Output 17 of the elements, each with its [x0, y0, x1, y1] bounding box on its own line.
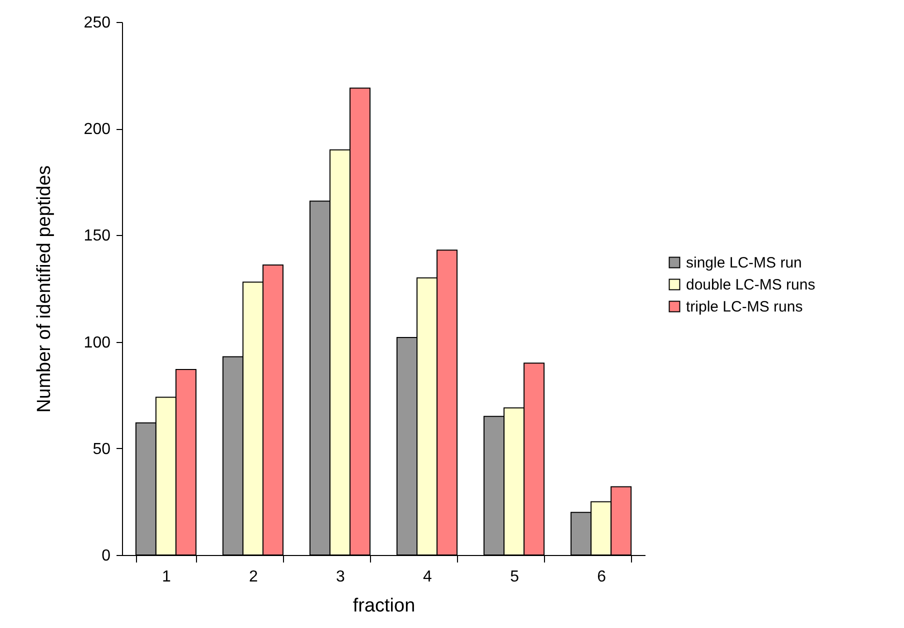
- y-tick-label: 0: [102, 548, 111, 564]
- x-tick-label: 2: [249, 568, 258, 586]
- y-axis-title: Number of identified peptides: [34, 165, 55, 413]
- y-tick-label: 250: [84, 14, 111, 32]
- legend-label: double LC-MS runs: [686, 276, 816, 294]
- x-tick-label: 6: [597, 568, 606, 586]
- x-tick-label: 4: [423, 568, 432, 586]
- legend-label: triple LC-MS runs: [686, 298, 803, 316]
- x-tick-label: 1: [162, 568, 171, 586]
- x-tick-label: 5: [510, 568, 520, 586]
- y-tick-label: 100: [84, 334, 111, 352]
- x-tick-label: 3: [336, 568, 346, 586]
- y-tick-label: 50: [92, 440, 111, 458]
- y-tick-label: 150: [84, 228, 111, 245]
- y-tick-label: 200: [84, 121, 111, 138]
- x-axis-title: fraction: [352, 596, 416, 616]
- legend-label: single LC-MS run: [686, 254, 802, 272]
